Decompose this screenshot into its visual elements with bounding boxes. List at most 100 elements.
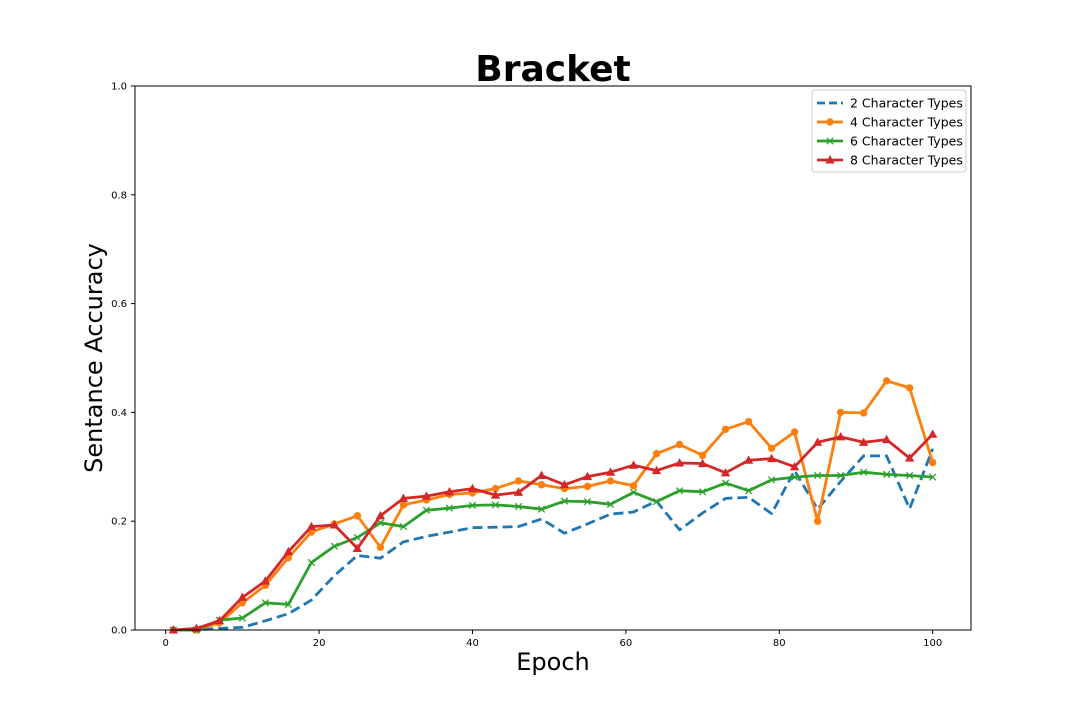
- data-point: [583, 482, 592, 491]
- data-point: [421, 491, 432, 500]
- data-point: [697, 458, 708, 468]
- data-point: [307, 558, 316, 567]
- data-point: [651, 465, 662, 475]
- y-tick-label: 0.4: [111, 408, 127, 419]
- data-point: [238, 614, 247, 622]
- data-point: [491, 501, 500, 509]
- data-point: [721, 479, 730, 487]
- data-point: [789, 461, 800, 471]
- data-point: [836, 408, 845, 417]
- series-3: [169, 468, 937, 634]
- data-point: [721, 425, 730, 433]
- legend-box: [811, 89, 967, 173]
- y-tick-label: 0.2: [111, 517, 127, 528]
- data-point: [928, 458, 937, 467]
- data-point: [835, 432, 846, 441]
- series-line: [173, 470, 933, 632]
- legend-marker: [826, 118, 834, 126]
- data-point: [629, 488, 638, 497]
- x-tick-label: 60: [619, 638, 632, 649]
- data-point: [606, 500, 615, 508]
- data-point: [284, 600, 293, 609]
- data-point: [836, 471, 845, 480]
- data-point: [353, 512, 362, 520]
- data-point: [858, 437, 869, 446]
- data-point: [445, 504, 454, 512]
- legend-label: 8 Character Types: [850, 153, 963, 168]
- data-point: [720, 467, 731, 477]
- data-point: [376, 543, 385, 552]
- data-point: [399, 501, 408, 509]
- y-tick-label: 0.8: [111, 190, 127, 201]
- y-axis-title: Sentance Accuracy: [80, 243, 108, 473]
- data-point: [375, 510, 386, 520]
- legend-label: 6 Character Types: [850, 134, 963, 149]
- legend-marker: [826, 137, 834, 145]
- data-point: [514, 502, 523, 511]
- x-tick-label: 80: [773, 638, 786, 649]
- data-point: [559, 479, 570, 489]
- data-point: [881, 434, 892, 444]
- data-point: [812, 437, 823, 446]
- data-point: [652, 497, 661, 506]
- data-point: [813, 471, 822, 480]
- data-point: [698, 488, 707, 496]
- data-point: [444, 486, 455, 496]
- legend-label: 2 Character Types: [850, 96, 963, 111]
- plot-frame: [134, 85, 972, 631]
- data-point: [675, 440, 684, 449]
- data-point: [536, 470, 547, 480]
- data-point: [698, 451, 707, 460]
- y-tick-label: 1.0: [111, 82, 127, 93]
- y-tick-label: 0.6: [111, 299, 127, 310]
- x-tick-label: 20: [313, 638, 326, 649]
- data-point: [629, 482, 638, 490]
- data-point: [513, 487, 524, 496]
- series-1: [173, 448, 935, 632]
- data-point: [283, 546, 294, 556]
- data-point: [882, 470, 891, 479]
- legend-item: 8 Character Types: [817, 153, 963, 168]
- data-point: [813, 517, 822, 525]
- data-point: [790, 473, 799, 481]
- data-point: [882, 377, 891, 385]
- legend-marker: [825, 155, 835, 164]
- data-point: [560, 497, 569, 505]
- x-axis-ticks: 0 20 40 60 80 100: [162, 630, 942, 649]
- data-point: [537, 481, 546, 489]
- data-point: [744, 417, 753, 426]
- data-point: [537, 505, 546, 513]
- data-point: [767, 476, 776, 484]
- data-point: [675, 487, 684, 495]
- data-point: [399, 522, 408, 531]
- chart-title: Bracket: [475, 49, 630, 90]
- legend-item: 6 Character Types: [817, 134, 963, 149]
- data-point: [767, 444, 776, 453]
- data-point: [352, 543, 363, 552]
- series-line: [173, 433, 934, 632]
- data-point: [790, 428, 799, 436]
- data-point: [422, 506, 431, 514]
- data-point: [928, 429, 938, 438]
- legend-item: 2 Character Types: [817, 96, 963, 111]
- data-point: [353, 533, 362, 542]
- legend: 2 Character Types 4 Character Types 6 Char…: [811, 89, 967, 173]
- data-point: [743, 455, 754, 464]
- data-point: [928, 473, 937, 481]
- data-point: [468, 501, 477, 510]
- data-point: [859, 409, 868, 417]
- data-point: [583, 497, 592, 506]
- data-point: [329, 520, 340, 529]
- data-point: [744, 487, 753, 495]
- legend-label: 4 Character Types: [850, 115, 963, 130]
- data-point: [606, 477, 615, 485]
- data-point: [214, 615, 225, 625]
- data-point: [905, 384, 914, 392]
- x-tick-label: 40: [466, 638, 479, 649]
- x-axis-title: Epoch: [516, 648, 590, 676]
- series-line: [173, 448, 935, 632]
- data-point: [490, 490, 501, 499]
- data-point: [628, 460, 639, 469]
- data-point: [330, 542, 339, 550]
